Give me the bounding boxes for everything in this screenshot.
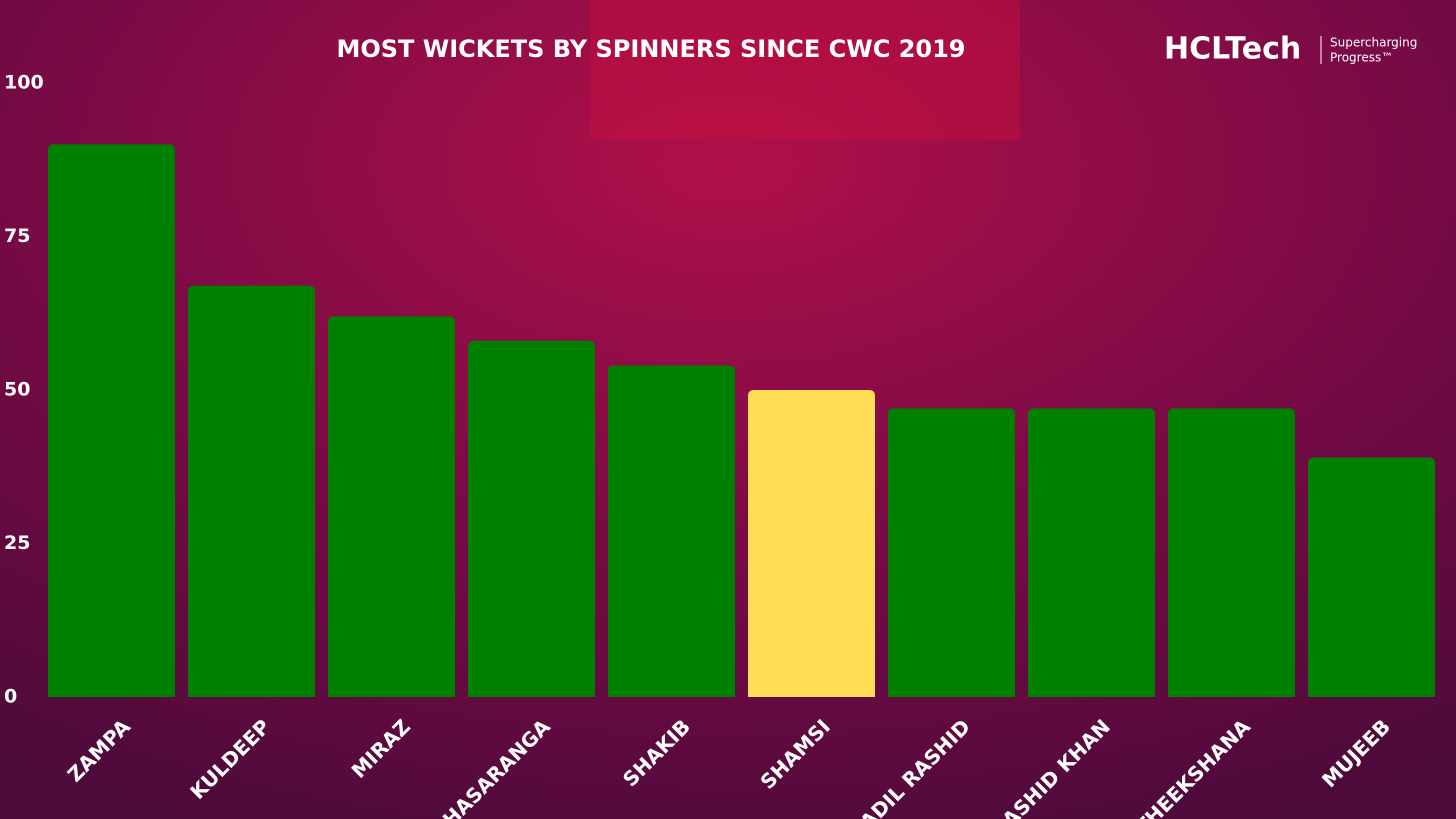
bar xyxy=(748,390,875,697)
logo-tagline: Supercharging xyxy=(1330,36,1417,50)
bar xyxy=(188,285,315,697)
logo-tagline: Progress™ xyxy=(1330,51,1393,65)
bar xyxy=(608,365,735,697)
y-tick-label: 50 xyxy=(4,379,30,401)
bar xyxy=(48,144,175,697)
bar xyxy=(1308,457,1435,697)
bar xyxy=(888,408,1015,697)
y-tick-label: 25 xyxy=(4,532,30,554)
y-tick-label: 75 xyxy=(4,225,30,247)
bar xyxy=(328,316,455,697)
bar xyxy=(1028,408,1155,697)
logo-name: HCLTech xyxy=(1164,32,1301,67)
backdrop-glow xyxy=(590,0,1020,140)
bar xyxy=(468,340,595,697)
chart-title: MOST WICKETS BY SPINNERS SINCE CWC 2019 xyxy=(336,35,965,63)
y-tick-label: 0 xyxy=(4,686,17,708)
y-tick-label: 100 xyxy=(4,72,44,94)
bar xyxy=(1168,408,1295,697)
